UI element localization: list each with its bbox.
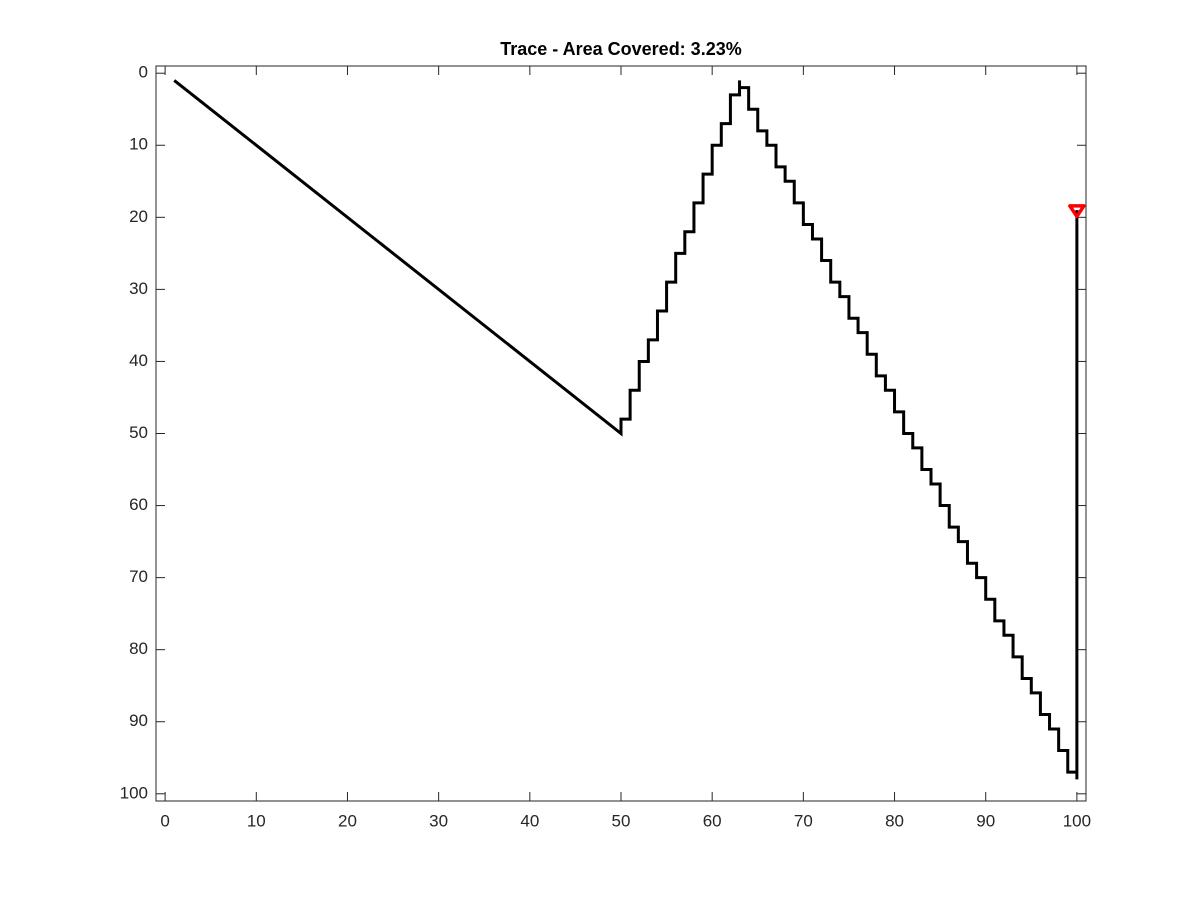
- x-tick-label: 40: [520, 811, 539, 830]
- x-tick-label: 20: [338, 811, 357, 830]
- x-tick-label: 30: [429, 811, 448, 830]
- x-tick-label: 90: [976, 811, 995, 830]
- x-tick-label: 0: [160, 811, 169, 830]
- x-tick-label: 10: [247, 811, 266, 830]
- trace-line: [173, 79, 1079, 780]
- x-tick-label: 80: [885, 811, 904, 830]
- y-tick-label: 10: [129, 135, 148, 154]
- y-tick-label: 80: [129, 639, 148, 658]
- x-tick-label: 100: [1063, 811, 1091, 830]
- y-tick-label: 40: [129, 351, 148, 370]
- x-tick-label: 70: [794, 811, 813, 830]
- y-tick-label: 70: [129, 567, 148, 586]
- chart-title: Trace - Area Covered: 3.23%: [500, 39, 741, 59]
- y-tick-label: 0: [139, 63, 148, 82]
- x-tick-label: 50: [612, 811, 631, 830]
- y-tick-label: 20: [129, 207, 148, 226]
- y-tick-label: 60: [129, 495, 148, 514]
- x-tick-label: 60: [703, 811, 722, 830]
- marker: [1068, 204, 1086, 219]
- y-tick-label: 50: [129, 423, 148, 442]
- y-tick-label: 90: [129, 711, 148, 730]
- y-tick-label: 30: [129, 279, 148, 298]
- y-tick-label: 100: [120, 783, 148, 802]
